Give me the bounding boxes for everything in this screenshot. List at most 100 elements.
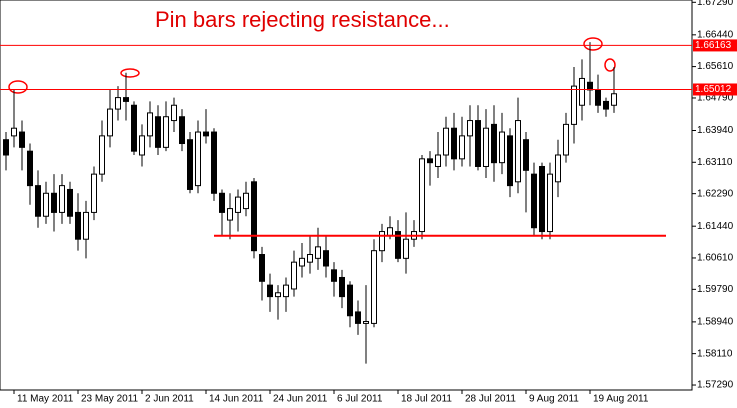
candle-body [83, 211, 89, 240]
y-tick-label: 1.57290 [697, 380, 734, 391]
y-tick-label: 1.61440 [697, 221, 734, 232]
candle-body [515, 120, 521, 183]
candle-body [59, 185, 65, 213]
candle-body [3, 139, 9, 156]
candle-body [307, 254, 313, 263]
x-tick-label: 28 Jul 2011 [465, 394, 516, 405]
candle-body [43, 192, 49, 217]
candle-body [483, 127, 489, 167]
x-tick-label: 19 Aug 2011 [593, 394, 649, 405]
x-tick-label: 6 Jul 2011 [337, 394, 383, 405]
candle-body [403, 238, 409, 259]
annotation-circle [583, 37, 603, 51]
candle-body [435, 154, 441, 167]
y-tick-label: 1.67290 [697, 0, 734, 8]
candle-body [459, 135, 465, 160]
level-label: 1.66163 [695, 40, 732, 51]
candle-body [291, 261, 297, 290]
candle-body [603, 100, 609, 110]
y-tick-label: 1.63940 [697, 125, 734, 136]
x-tick-label: 24 Jun 2011 [273, 394, 328, 405]
candle-body [539, 165, 545, 233]
candle-body [531, 173, 537, 229]
candle-body [19, 131, 25, 148]
annotation-circle [120, 68, 140, 78]
candle-body [491, 123, 497, 164]
annotation-circle [604, 58, 616, 72]
y-tick-label: 1.60610 [697, 253, 734, 264]
candle-body [595, 89, 601, 106]
candle-body [139, 135, 145, 156]
candle-body [283, 284, 289, 298]
candle-body [51, 192, 57, 213]
candle-body [131, 104, 137, 152]
candle-body [155, 116, 161, 148]
candle-body [379, 231, 385, 252]
candle-body [579, 77, 585, 106]
candle-body [347, 284, 353, 317]
candle-body [147, 112, 153, 137]
candle-body [243, 192, 249, 210]
candle-body [363, 320, 369, 324]
chart-title: Pin bars rejecting resistance... [155, 7, 450, 32]
y-tick-label: 1.58940 [697, 317, 734, 328]
level-label-box [693, 83, 737, 96]
candle-body [227, 208, 233, 221]
candle-body [251, 181, 257, 252]
candle-body [171, 104, 177, 122]
candle-body [555, 154, 561, 183]
x-tick-label: 23 May 2011 [81, 394, 139, 405]
level-label-box [693, 39, 737, 52]
candle-body [299, 257, 305, 267]
candle-body [115, 97, 121, 110]
y-tick-label: 1.66440 [697, 29, 734, 40]
candle-body [419, 158, 425, 233]
x-tick-label: 2 Jun 2011 [145, 394, 194, 405]
candle-body [267, 284, 273, 298]
candle-body [91, 173, 97, 213]
plot-frame [0, 0, 693, 391]
candle-body [331, 269, 337, 282]
candle-body [611, 93, 617, 106]
candle-body [35, 185, 41, 217]
y-tick-label: 1.59790 [697, 284, 734, 295]
candle-body [587, 81, 593, 91]
candle-body [507, 135, 513, 187]
candle-body [123, 97, 129, 102]
x-tick-label: 18 Jul 2011 [401, 394, 452, 405]
x-tick-label: 14 Jun 2011 [209, 394, 264, 405]
candle-body [163, 116, 169, 148]
candle-body [323, 250, 329, 267]
candle-body [187, 139, 193, 190]
candle-body [67, 188, 73, 217]
y-tick-label: 1.62290 [697, 188, 734, 199]
candle-body [387, 227, 393, 236]
candle-body [427, 158, 433, 164]
y-tick-label: 1.65610 [697, 61, 734, 72]
x-tick-label: 11 May 2011 [17, 394, 74, 405]
candle-body [571, 85, 577, 125]
y-tick-label: 1.58110 [697, 348, 733, 359]
candle-body [499, 131, 505, 164]
annotation-circle [8, 80, 28, 94]
candle-body [27, 150, 33, 187]
candle-body [563, 123, 569, 156]
candle-body [467, 120, 473, 137]
candle-body [235, 196, 241, 213]
candle-body [443, 127, 449, 156]
candle-body [395, 231, 401, 259]
candle-body [451, 127, 457, 160]
level-label: 1.65012 [695, 84, 732, 95]
candle-body [211, 131, 217, 194]
candle-body [275, 292, 281, 298]
candle-body [11, 127, 17, 137]
candle-body [339, 276, 345, 298]
candle-body [315, 246, 321, 259]
y-tick-label: 1.63110 [697, 157, 733, 168]
x-tick-label: 9 Aug 2011 [529, 394, 579, 405]
candle-body [259, 254, 265, 282]
y-tick-label: 1.64790 [697, 93, 734, 104]
candle-body [203, 131, 209, 137]
candle-body [107, 108, 113, 137]
